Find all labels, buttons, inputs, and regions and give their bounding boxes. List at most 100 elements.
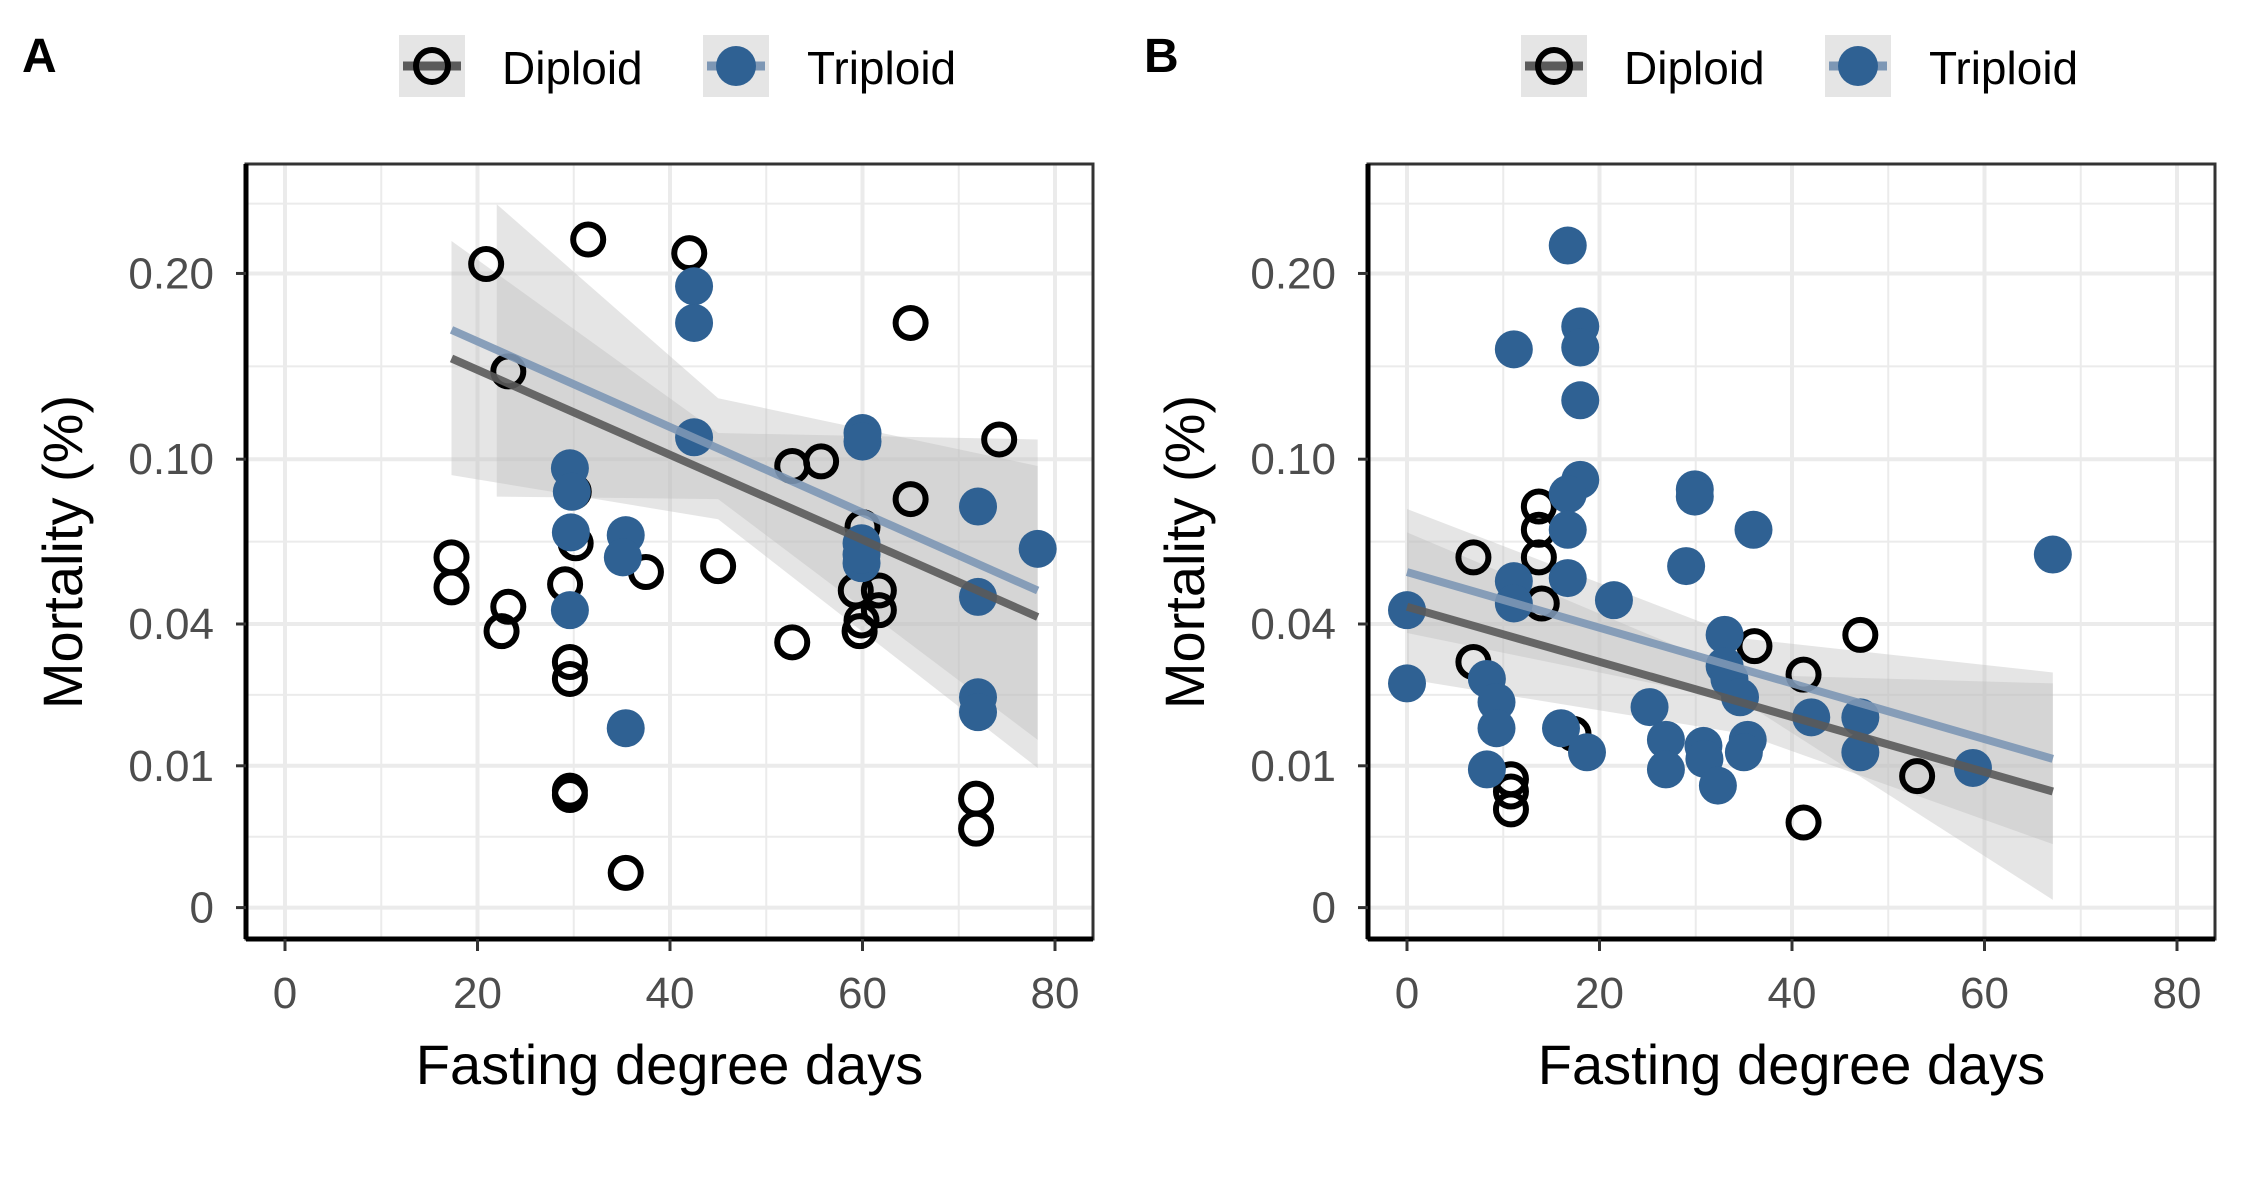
x-tick-label: 60 <box>1960 969 2009 1018</box>
x-tick-label: 0 <box>1395 969 1419 1018</box>
legend: Diploid Triploid <box>399 35 956 97</box>
data-point-triploid <box>550 591 589 630</box>
fit-line-diploid <box>1405 602 2054 796</box>
data-point-diploid <box>551 643 588 680</box>
data-point-diploid <box>607 854 644 891</box>
x-axis-title: Fasting degree days <box>1538 1033 2045 1096</box>
data-point-diploid <box>1785 804 1822 841</box>
panel-b: B Diploid Triploid 0 20 40 60 80 0 0.01 0.04 0.10 0.… <box>1144 30 2217 1096</box>
data-point-diploid <box>433 569 470 606</box>
y-axis-title: Mortality (%) <box>1153 395 1216 709</box>
data-point-triploid <box>1494 330 1533 369</box>
data-point-triploid <box>1477 709 1516 748</box>
legend-label-diploid: Diploid <box>1624 42 1765 94</box>
data-point-triploid <box>1646 750 1685 789</box>
fit-line-triploid <box>1405 568 2054 763</box>
x-tick-label: 80 <box>2153 969 2202 1018</box>
confidence-ribbon-diploid <box>451 240 1038 768</box>
legend-key-triploid <box>1825 35 1891 97</box>
confidence-ribbon-triploid <box>1407 509 2053 900</box>
data-point-diploid <box>551 660 588 697</box>
x-tick-label: 40 <box>1768 969 1817 1018</box>
data-point-diploid <box>483 613 520 650</box>
data-point-diploid <box>1492 773 1529 810</box>
data-point-triploid <box>1548 226 1587 265</box>
y-tick-label: 0 <box>1312 884 1336 933</box>
data-point-triploid <box>1561 381 1600 420</box>
legend-label-triploid: Triploid <box>1929 42 2078 94</box>
data-point-triploid <box>1467 750 1506 789</box>
data-point-diploid <box>892 481 929 518</box>
y-tick-label: 0.20 <box>1250 249 1336 298</box>
y-tick-label: 0 <box>190 884 214 933</box>
data-point-triploid <box>1698 766 1737 805</box>
data-point-triploid <box>1675 477 1714 516</box>
panel-label: A <box>22 30 57 83</box>
data-point-diploid <box>958 810 995 847</box>
x-tick-label: 80 <box>1031 969 1080 1018</box>
panel-a: A Diploid Triploid 0 20 40 60 80 0 0.01 0.04 0.10 0.… <box>22 30 1095 1096</box>
data-point-diploid <box>1899 758 1936 795</box>
data-point-diploid <box>803 443 840 480</box>
y-axis-title: Mortality (%) <box>31 395 94 709</box>
data-point-triploid <box>1477 683 1516 722</box>
data-point-triploid <box>1646 720 1685 759</box>
x-tick-label: 0 <box>273 969 297 1018</box>
x-tick-label: 20 <box>1575 969 1624 1018</box>
legend-marker-filled <box>1838 46 1878 86</box>
x-tick-label: 60 <box>838 969 887 1018</box>
data-point-triploid <box>1630 688 1669 727</box>
data-point-triploid <box>606 709 645 748</box>
fit-line-triploid <box>449 326 1040 595</box>
data-point-triploid <box>843 422 882 461</box>
data-point-triploid <box>675 267 714 306</box>
data-point-triploid <box>551 513 590 552</box>
data-point-diploid <box>981 421 1018 458</box>
y-tick-label: 0.20 <box>128 249 214 298</box>
data-point-triploid <box>1724 733 1763 772</box>
legend-label-diploid: Diploid <box>502 42 643 94</box>
series-triploid <box>1388 226 2072 805</box>
y-tick-label: 0.01 <box>128 742 214 791</box>
data-point-diploid <box>1492 791 1529 828</box>
data-point-triploid <box>1594 581 1633 620</box>
y-tick-label: 0.01 <box>1250 742 1336 791</box>
data-point-triploid <box>1567 733 1606 772</box>
data-point-diploid <box>570 221 607 258</box>
legend-marker-open <box>413 47 451 85</box>
x-tick-label: 40 <box>646 969 695 1018</box>
fit-line-diploid <box>449 354 1040 621</box>
data-point-triploid <box>1548 559 1587 598</box>
panel-label: B <box>1144 30 1179 83</box>
data-point-diploid <box>860 592 897 629</box>
x-tick-label: 20 <box>453 969 502 1018</box>
data-point-triploid <box>959 487 997 526</box>
y-tick-label: 0.10 <box>1250 435 1336 484</box>
legend: Diploid Triploid <box>1521 35 2078 97</box>
legend-key-triploid <box>703 35 769 97</box>
data-point-triploid <box>959 693 997 732</box>
y-tick-label: 0.04 <box>1250 600 1336 649</box>
x-axis-title: Fasting degree days <box>416 1033 923 1096</box>
data-point-diploid <box>1842 616 1879 653</box>
data-point-diploid <box>892 304 929 341</box>
legend-marker-open <box>1535 47 1573 85</box>
legend-marker-filled <box>716 46 756 86</box>
y-tick-label: 0.04 <box>128 600 214 649</box>
data-point-triploid <box>603 538 642 577</box>
y-tick-label: 0.10 <box>128 435 214 484</box>
data-point-triploid <box>2033 535 2072 574</box>
data-point-triploid <box>1561 328 1600 367</box>
data-point-triploid <box>675 303 714 342</box>
gridlines <box>246 164 1093 939</box>
legend-key-diploid <box>1521 35 1587 97</box>
data-point-diploid <box>860 572 897 609</box>
data-point-triploid <box>1667 547 1706 586</box>
data-point-triploid <box>1548 475 1587 514</box>
data-point-diploid <box>1455 539 1492 576</box>
data-point-triploid <box>1705 615 1744 654</box>
data-point-triploid <box>1548 510 1587 549</box>
data-point-diploid <box>490 588 527 625</box>
legend-label-triploid: Triploid <box>807 42 956 94</box>
